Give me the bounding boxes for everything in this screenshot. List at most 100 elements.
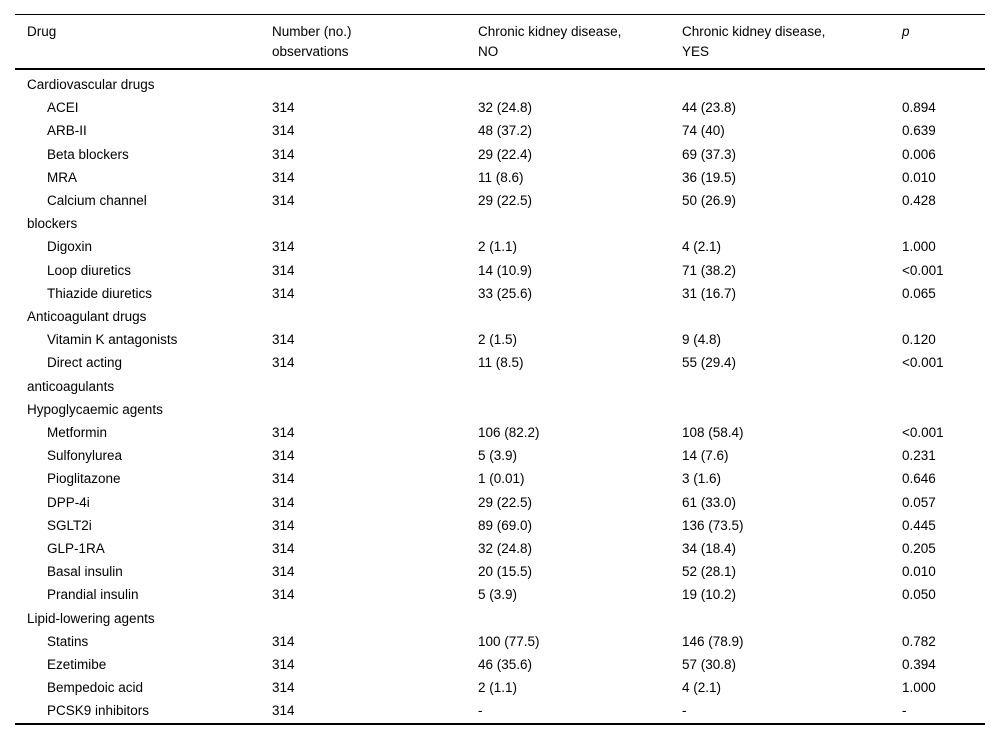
ckd-yes-cell: 34 (18.4) xyxy=(682,541,737,557)
ckd-no-cell xyxy=(478,305,682,328)
ckd-yes-cell xyxy=(682,398,902,421)
table-row: Digoxin 314 2 (1.1) 4 (2.1) 1.000 xyxy=(15,235,985,258)
table-row: Metformin 314 106 (82.2) 108 (58.4) <0.0… xyxy=(15,421,985,444)
drug-name-cell: Thiazide diuretics xyxy=(47,285,153,301)
ckd-yes-cell xyxy=(682,607,902,630)
p-value-cell: <0.001 xyxy=(902,355,944,371)
p-value-cell: 0.231 xyxy=(902,448,936,464)
p-value-cell xyxy=(902,398,985,421)
observations-cell: 314 xyxy=(272,471,295,487)
drug-name-cell: SGLT2i xyxy=(47,517,92,533)
p-value-cell: 1.000 xyxy=(902,680,936,696)
p-value-cell: 0.894 xyxy=(902,100,936,116)
table-row: Thiazide diuretics 314 33 (25.6) 31 (16.… xyxy=(15,282,985,305)
ckd-no-cell: 14 (10.9) xyxy=(478,262,533,278)
ckd-yes-cell: 4 (2.1) xyxy=(682,239,722,255)
ckd-yes-cell: 74 (40) xyxy=(682,123,725,139)
ckd-no-cell xyxy=(478,398,682,421)
p-value-cell: <0.001 xyxy=(902,425,944,441)
table-row: MRA 314 11 (8.6) 36 (19.5) 0.010 xyxy=(15,166,985,189)
p-value-cell xyxy=(902,69,985,96)
ckd-yes-cell xyxy=(682,305,902,328)
observations-cell: 314 xyxy=(272,285,295,301)
drug-name-cell: Bempedoic acid xyxy=(47,680,144,696)
table-row: Bempedoic acid 314 2 (1.1) 4 (2.1) 1.000 xyxy=(15,676,985,699)
table-row: Lipid-lowering agents xyxy=(15,607,985,630)
p-value-cell: - xyxy=(902,699,985,725)
table-row: SGLT2i 314 89 (69.0) 136 (73.5) 0.445 xyxy=(15,514,985,537)
ckd-no-cell: 5 (3.9) xyxy=(478,448,518,464)
ckd-yes-cell: 3 (1.6) xyxy=(682,471,722,487)
ckd-no-cell: 11 (8.5) xyxy=(478,355,524,371)
ckd-yes-cell: 136 (73.5) xyxy=(682,517,744,533)
table-row: Direct acting anticoagulants 314 11 (8.5… xyxy=(15,351,985,397)
table-row: Basal insulin 314 20 (15.5) 52 (28.1) 0.… xyxy=(15,560,985,583)
drug-name-cell: Pioglitazone xyxy=(47,471,121,487)
ckd-no-cell: 100 (77.5) xyxy=(478,633,540,649)
table-row: Hypoglycaemic agents xyxy=(15,398,985,421)
drug-name-cell: MRA xyxy=(47,169,77,185)
header-ckd-yes: Chronic kidney disease, YES xyxy=(682,14,902,70)
observations-cell: 314 xyxy=(272,123,295,139)
observations-cell: 314 xyxy=(272,448,295,464)
ckd-no-cell xyxy=(478,69,682,96)
ckd-no-cell: 11 (8.6) xyxy=(478,169,524,185)
ckd-no-cell xyxy=(478,607,682,630)
ckd-no-cell: 32 (24.8) xyxy=(478,541,533,557)
drug-name-cell: DPP-4i xyxy=(47,494,90,510)
drug-name-cell: PCSK9 inhibitors xyxy=(15,699,272,725)
ckd-no-cell: 29 (22.5) xyxy=(478,193,533,209)
ckd-no-cell: 89 (69.0) xyxy=(478,517,533,533)
observations-cell: 314 xyxy=(272,657,295,673)
table-row: ACEI 314 32 (24.8) 44 (23.8) 0.894 xyxy=(15,96,985,119)
table-row: Pioglitazone 314 1 (0.01) 3 (1.6) 0.646 xyxy=(15,467,985,490)
ckd-yes-cell: 36 (19.5) xyxy=(682,169,737,185)
drug-name-cell: ARB-II xyxy=(47,123,87,139)
ckd-no-cell: 2 (1.1) xyxy=(478,680,518,696)
observations-cell: 314 xyxy=(272,541,295,557)
drug-name-cell: Metformin xyxy=(47,425,108,441)
ckd-no-cell: 46 (35.6) xyxy=(478,657,533,673)
ckd-yes-cell: 71 (38.2) xyxy=(682,262,737,278)
p-value-cell: 0.782 xyxy=(902,633,936,649)
ckd-no-cell: 32 (24.8) xyxy=(478,100,533,116)
p-value-cell: 0.205 xyxy=(902,541,936,557)
ckd-no-cell: - xyxy=(478,699,682,725)
table-row: Sulfonylurea 314 5 (3.9) 14 (7.6) 0.231 xyxy=(15,444,985,467)
observations-cell: 314 xyxy=(272,146,295,162)
p-value-cell: 0.120 xyxy=(902,332,936,348)
ckd-yes-cell: 52 (28.1) xyxy=(682,564,737,580)
drug-name-cell: Statins xyxy=(47,633,89,649)
observations-cell xyxy=(272,398,478,421)
p-value-cell: 0.428 xyxy=(902,193,936,209)
observations-cell: 314 xyxy=(272,699,478,725)
observations-cell: 314 xyxy=(272,494,295,510)
table-row: Prandial insulin 314 5 (3.9) 19 (10.2) 0… xyxy=(15,583,985,606)
drug-name-cell: GLP-1RA xyxy=(47,541,105,557)
table-row: Beta blockers 314 29 (22.4) 69 (37.3) 0.… xyxy=(15,143,985,166)
observations-cell: 314 xyxy=(272,355,295,371)
drug-name-cell: Basal insulin xyxy=(47,564,123,580)
drug-name-cell: Beta blockers xyxy=(47,146,129,162)
observations-cell: 314 xyxy=(272,169,295,185)
table-row: Ezetimibe 314 46 (35.6) 57 (30.8) 0.394 xyxy=(15,653,985,676)
p-value-cell: 0.010 xyxy=(902,564,936,580)
ckd-no-cell: 106 (82.2) xyxy=(478,425,540,441)
drug-name-cell: Calcium channel blockers xyxy=(27,193,147,232)
p-value-cell: 0.394 xyxy=(902,657,936,673)
ckd-yes-cell: 31 (16.7) xyxy=(682,285,737,301)
observations-cell: 314 xyxy=(272,239,295,255)
drug-name-cell: ACEI xyxy=(47,100,79,116)
p-value-cell xyxy=(902,305,985,328)
p-value-cell: 0.057 xyxy=(902,494,936,510)
ckd-yes-cell: 44 (23.8) xyxy=(682,100,737,116)
ckd-yes-cell: - xyxy=(682,699,902,725)
p-value-cell: 0.065 xyxy=(902,285,936,301)
ckd-no-cell: 2 (1.1) xyxy=(478,239,518,255)
table-row: Vitamin K antagonists 314 2 (1.5) 9 (4.8… xyxy=(15,328,985,351)
drug-ckd-table: Drug Number (no.) observations Chronic k… xyxy=(15,14,985,725)
drug-name-cell: Vitamin K antagonists xyxy=(47,332,178,348)
observations-cell: 314 xyxy=(272,193,295,209)
ckd-yes-cell: 55 (29.4) xyxy=(682,355,737,371)
